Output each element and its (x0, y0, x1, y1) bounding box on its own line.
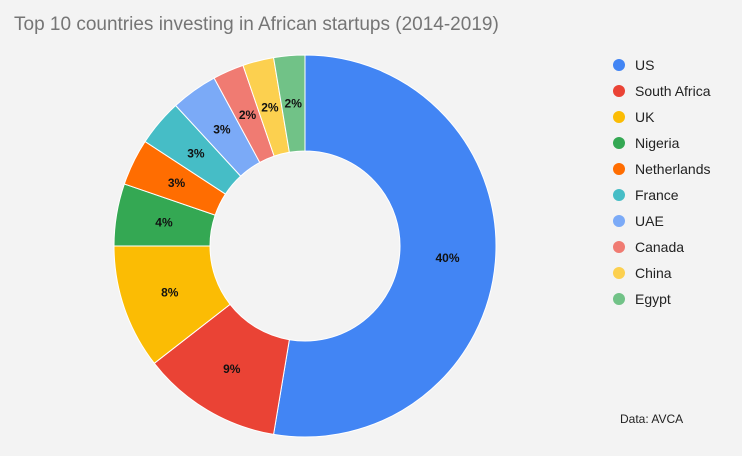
legend-swatch (613, 59, 625, 71)
legend-swatch (613, 267, 625, 279)
legend-swatch (613, 241, 625, 253)
legend-label: China (635, 265, 672, 281)
legend-swatch (613, 215, 625, 227)
legend-item-south-africa: South Africa (613, 78, 711, 104)
legend-item-china: China (613, 260, 711, 286)
legend-label: France (635, 187, 679, 203)
data-source: Data: AVCA (620, 412, 684, 426)
legend-label: South Africa (635, 83, 711, 99)
slice-labels: 40% 9% 8% 4% 3% 3% 3% 2% 2% 2% (155, 96, 460, 375)
legend-item-egypt: Egypt (613, 286, 711, 312)
slice-label-china: 2% (261, 100, 279, 114)
slice-label-canada: 2% (239, 108, 257, 122)
legend-swatch (613, 293, 625, 305)
legend-label: Egypt (635, 291, 671, 307)
legend-swatch (613, 189, 625, 201)
legend-item-uae: UAE (613, 208, 711, 234)
legend-swatch (613, 137, 625, 149)
legend-swatch (613, 85, 625, 97)
slice-label-uk: 8% (161, 285, 179, 299)
slice-label-france: 3% (187, 147, 205, 161)
legend: US South Africa UK Nigeria Netherlands France… (613, 52, 711, 312)
legend-label: Netherlands (635, 161, 711, 177)
legend-item-canada: Canada (613, 234, 711, 260)
slice-label-us: 40% (435, 251, 459, 265)
slice-label-uae: 3% (213, 123, 231, 137)
legend-item-france: France (613, 182, 711, 208)
slice-label-south-africa: 9% (223, 362, 241, 376)
legend-label: UAE (635, 213, 664, 229)
legend-label: Canada (635, 239, 685, 255)
legend-swatch (613, 163, 625, 175)
legend-item-netherlands: Netherlands (613, 156, 711, 182)
legend-label: US (635, 57, 655, 73)
legend-label: UK (635, 109, 655, 125)
legend-label: Nigeria (635, 135, 680, 151)
slice-us (272, 54, 497, 438)
legend-item-us: US (613, 52, 711, 78)
chart-title: Top 10 countries investing in African st… (14, 14, 499, 35)
slice-label-netherlands: 3% (168, 176, 186, 190)
donut-slices (113, 54, 497, 438)
legend-item-nigeria: Nigeria (613, 130, 711, 156)
slice-egypt (272, 54, 306, 153)
legend-swatch (613, 111, 625, 123)
slice-label-egypt: 2% (285, 96, 303, 110)
slice-label-nigeria: 4% (155, 215, 173, 229)
legend-item-uk: UK (613, 104, 711, 130)
